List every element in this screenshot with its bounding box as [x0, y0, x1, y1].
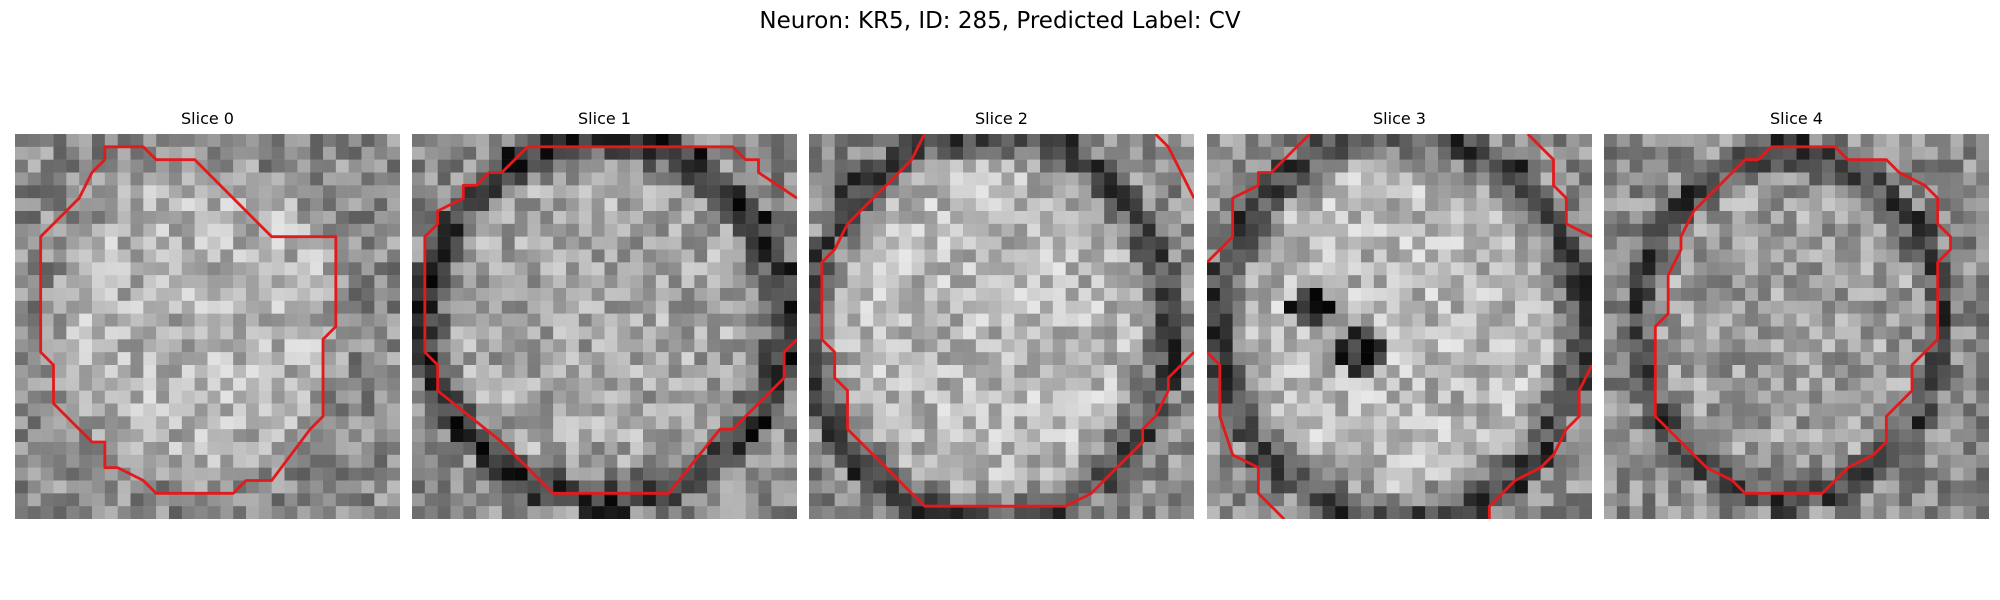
- segmentation-contour: [423, 145, 797, 495]
- slice-image: [15, 134, 400, 519]
- segmentation-contour: [897, 134, 926, 174]
- segmentation-contour: [1526, 134, 1592, 238]
- segmentation-contour: [1653, 145, 1952, 495]
- slice-image: [809, 134, 1194, 519]
- segmentation-contour: [820, 171, 1194, 508]
- slice-image: [1604, 134, 1989, 519]
- slice-title: Slice 2: [975, 109, 1028, 128]
- slice-panel-0: Slice 0: [15, 109, 400, 519]
- slice-title: Slice 3: [1373, 109, 1426, 128]
- figure-title: Neuron: KR5, ID: 285, Predicted Label: C…: [759, 8, 1241, 34]
- segmentation-contour: [1207, 351, 1285, 519]
- slice-panel-3: Slice 3: [1207, 109, 1592, 519]
- slice-image: [412, 134, 797, 519]
- slice-image: [1207, 134, 1592, 519]
- segmentation-contour: [1207, 134, 1311, 264]
- segmentation-contour: [39, 145, 338, 495]
- segmentation-contour: [1487, 364, 1592, 519]
- slice-panel-1: Slice 1: [412, 109, 797, 519]
- slice-panel-4: Slice 4: [1604, 109, 1989, 519]
- slice-title: Slice 1: [578, 109, 631, 128]
- slice-panel-2: Slice 2: [809, 109, 1194, 519]
- slice-title: Slice 0: [181, 109, 234, 128]
- slice-title: Slice 4: [1770, 109, 1823, 128]
- segmentation-contour: [527, 145, 797, 200]
- segmentation-contour: [1154, 134, 1194, 199]
